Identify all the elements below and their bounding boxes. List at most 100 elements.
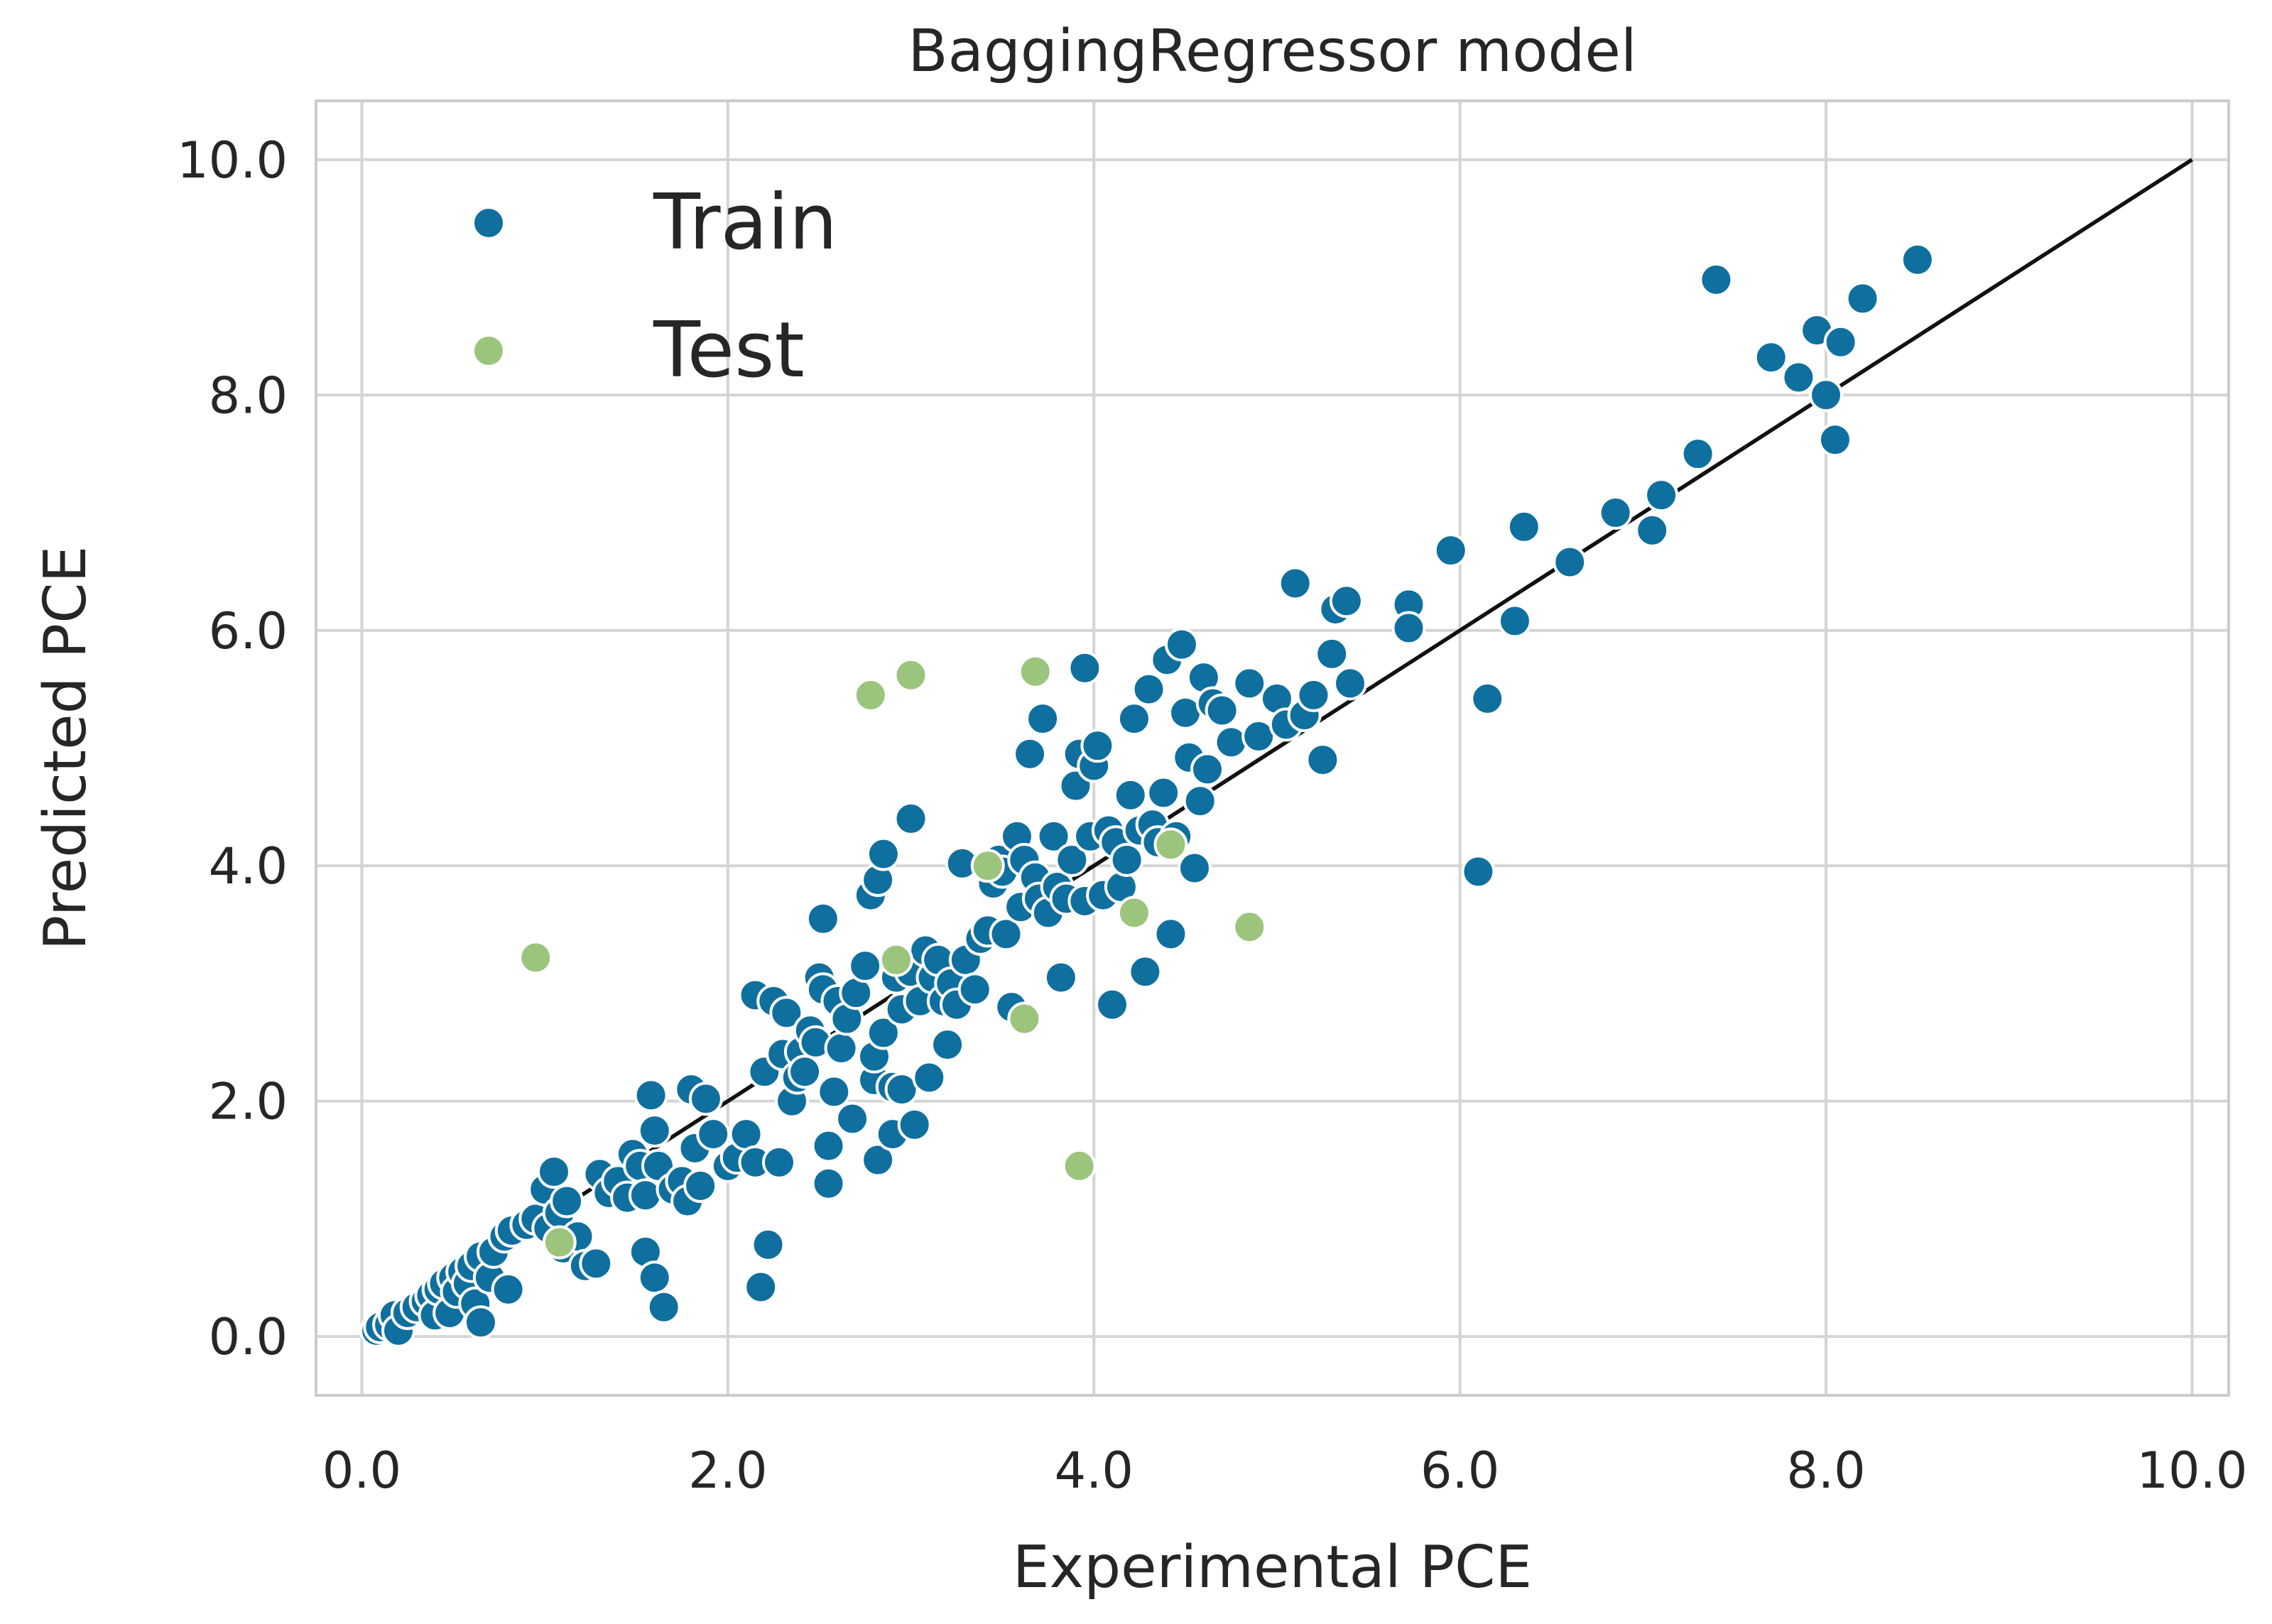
train-point [1809, 378, 1844, 413]
train-point [769, 996, 804, 1030]
train-point [1754, 340, 1788, 375]
train-point [579, 1246, 614, 1281]
train-point [537, 1155, 572, 1189]
legend-test-marker [472, 334, 506, 368]
train-point [1013, 736, 1048, 771]
train-point [751, 1227, 786, 1262]
train-point [1506, 509, 1541, 544]
test-point [1062, 1148, 1097, 1183]
x-tick-label: 2.0 [688, 1442, 767, 1500]
train-point [1183, 784, 1217, 819]
train-point [1305, 743, 1340, 778]
legend-train-marker [472, 206, 506, 240]
x-tick-label: 0.0 [322, 1442, 401, 1500]
train-point [848, 949, 883, 983]
train-point [491, 1272, 526, 1307]
train-point [696, 1117, 731, 1152]
train-point [835, 1101, 870, 1136]
test-point [542, 1225, 577, 1260]
y-tick-label: 0.0 [209, 1308, 288, 1366]
train-point [1644, 478, 1679, 513]
test-point [518, 940, 553, 975]
train-point [1055, 842, 1089, 877]
train-point [1391, 611, 1426, 645]
train-point [1080, 729, 1115, 763]
test-point [879, 942, 913, 977]
x-tick-label: 8.0 [1786, 1442, 1865, 1500]
test-point [970, 849, 1005, 883]
train-point [1497, 604, 1532, 638]
train-point [1329, 584, 1364, 618]
chart-title: BaggingRegressor model [908, 18, 1636, 85]
train-point [811, 1166, 846, 1201]
y-tick-label: 10.0 [177, 131, 288, 190]
train-point [1781, 360, 1816, 395]
train-point [1116, 702, 1151, 736]
train-point [1433, 533, 1468, 568]
train-point [1845, 281, 1880, 316]
train-point [817, 1074, 852, 1109]
train-series [359, 242, 1935, 1348]
train-point [550, 1184, 585, 1219]
train-point [1278, 566, 1312, 601]
train-point [1232, 666, 1267, 701]
train-point [1635, 513, 1670, 547]
test-point [1007, 1001, 1042, 1036]
train-point [1109, 842, 1144, 877]
x-axis-label: Experimental PCE [1013, 1534, 1532, 1601]
train-point [788, 1054, 822, 1089]
train-point [729, 1117, 763, 1152]
train-point [1067, 650, 1102, 685]
train-point [688, 1081, 723, 1116]
train-point [1153, 917, 1188, 952]
x-tick-label: 6.0 [1420, 1442, 1499, 1500]
train-point [637, 1113, 672, 1148]
train-point [1214, 725, 1249, 760]
y-tick-label: 4.0 [209, 837, 288, 895]
legend: Train Test [472, 178, 837, 395]
train-point [1164, 627, 1199, 662]
train-point [1598, 496, 1633, 530]
train-point [1190, 752, 1225, 787]
train-point [628, 1178, 663, 1213]
train-point [1553, 545, 1587, 579]
train-point [744, 1270, 778, 1304]
test-point [853, 677, 888, 712]
y-tick-label: 8.0 [209, 366, 288, 425]
train-point [1296, 677, 1331, 712]
y-axis-label: Predicted PCE [32, 546, 99, 951]
train-point [1205, 693, 1239, 728]
train-point [1043, 960, 1078, 995]
train-point [637, 1260, 672, 1295]
train-point [1699, 262, 1734, 297]
x-tick-label: 10.0 [2137, 1442, 2248, 1500]
train-point [893, 801, 928, 836]
plot-frame [315, 99, 2230, 1397]
train-point [957, 972, 992, 1007]
train-point [989, 917, 1023, 952]
test-series [518, 654, 1267, 1260]
train-point [1900, 242, 1935, 277]
train-point [1470, 681, 1505, 716]
train-point [1817, 423, 1852, 457]
train-point [1315, 636, 1349, 671]
train-point [1177, 851, 1212, 885]
train-point [912, 1060, 947, 1095]
y-tick-labels: 0.0 2.0 4.0 6.0 8.0 10.0 [177, 131, 288, 1366]
train-point [1128, 954, 1163, 989]
x-tick-labels: 0.0 2.0 4.0 6.0 8.0 10.0 [322, 1442, 2248, 1500]
y-tick-label: 2.0 [209, 1073, 288, 1131]
train-point [1113, 778, 1148, 812]
train-point [1823, 325, 1858, 359]
train-point [1036, 819, 1071, 854]
train-point [1131, 672, 1166, 707]
test-point [1018, 654, 1053, 689]
legend-train-label: Train [653, 178, 837, 267]
train-point [1333, 666, 1368, 701]
train-point [824, 1031, 859, 1066]
train-point [861, 1143, 896, 1177]
test-point [1153, 827, 1188, 862]
train-point [683, 1169, 718, 1204]
